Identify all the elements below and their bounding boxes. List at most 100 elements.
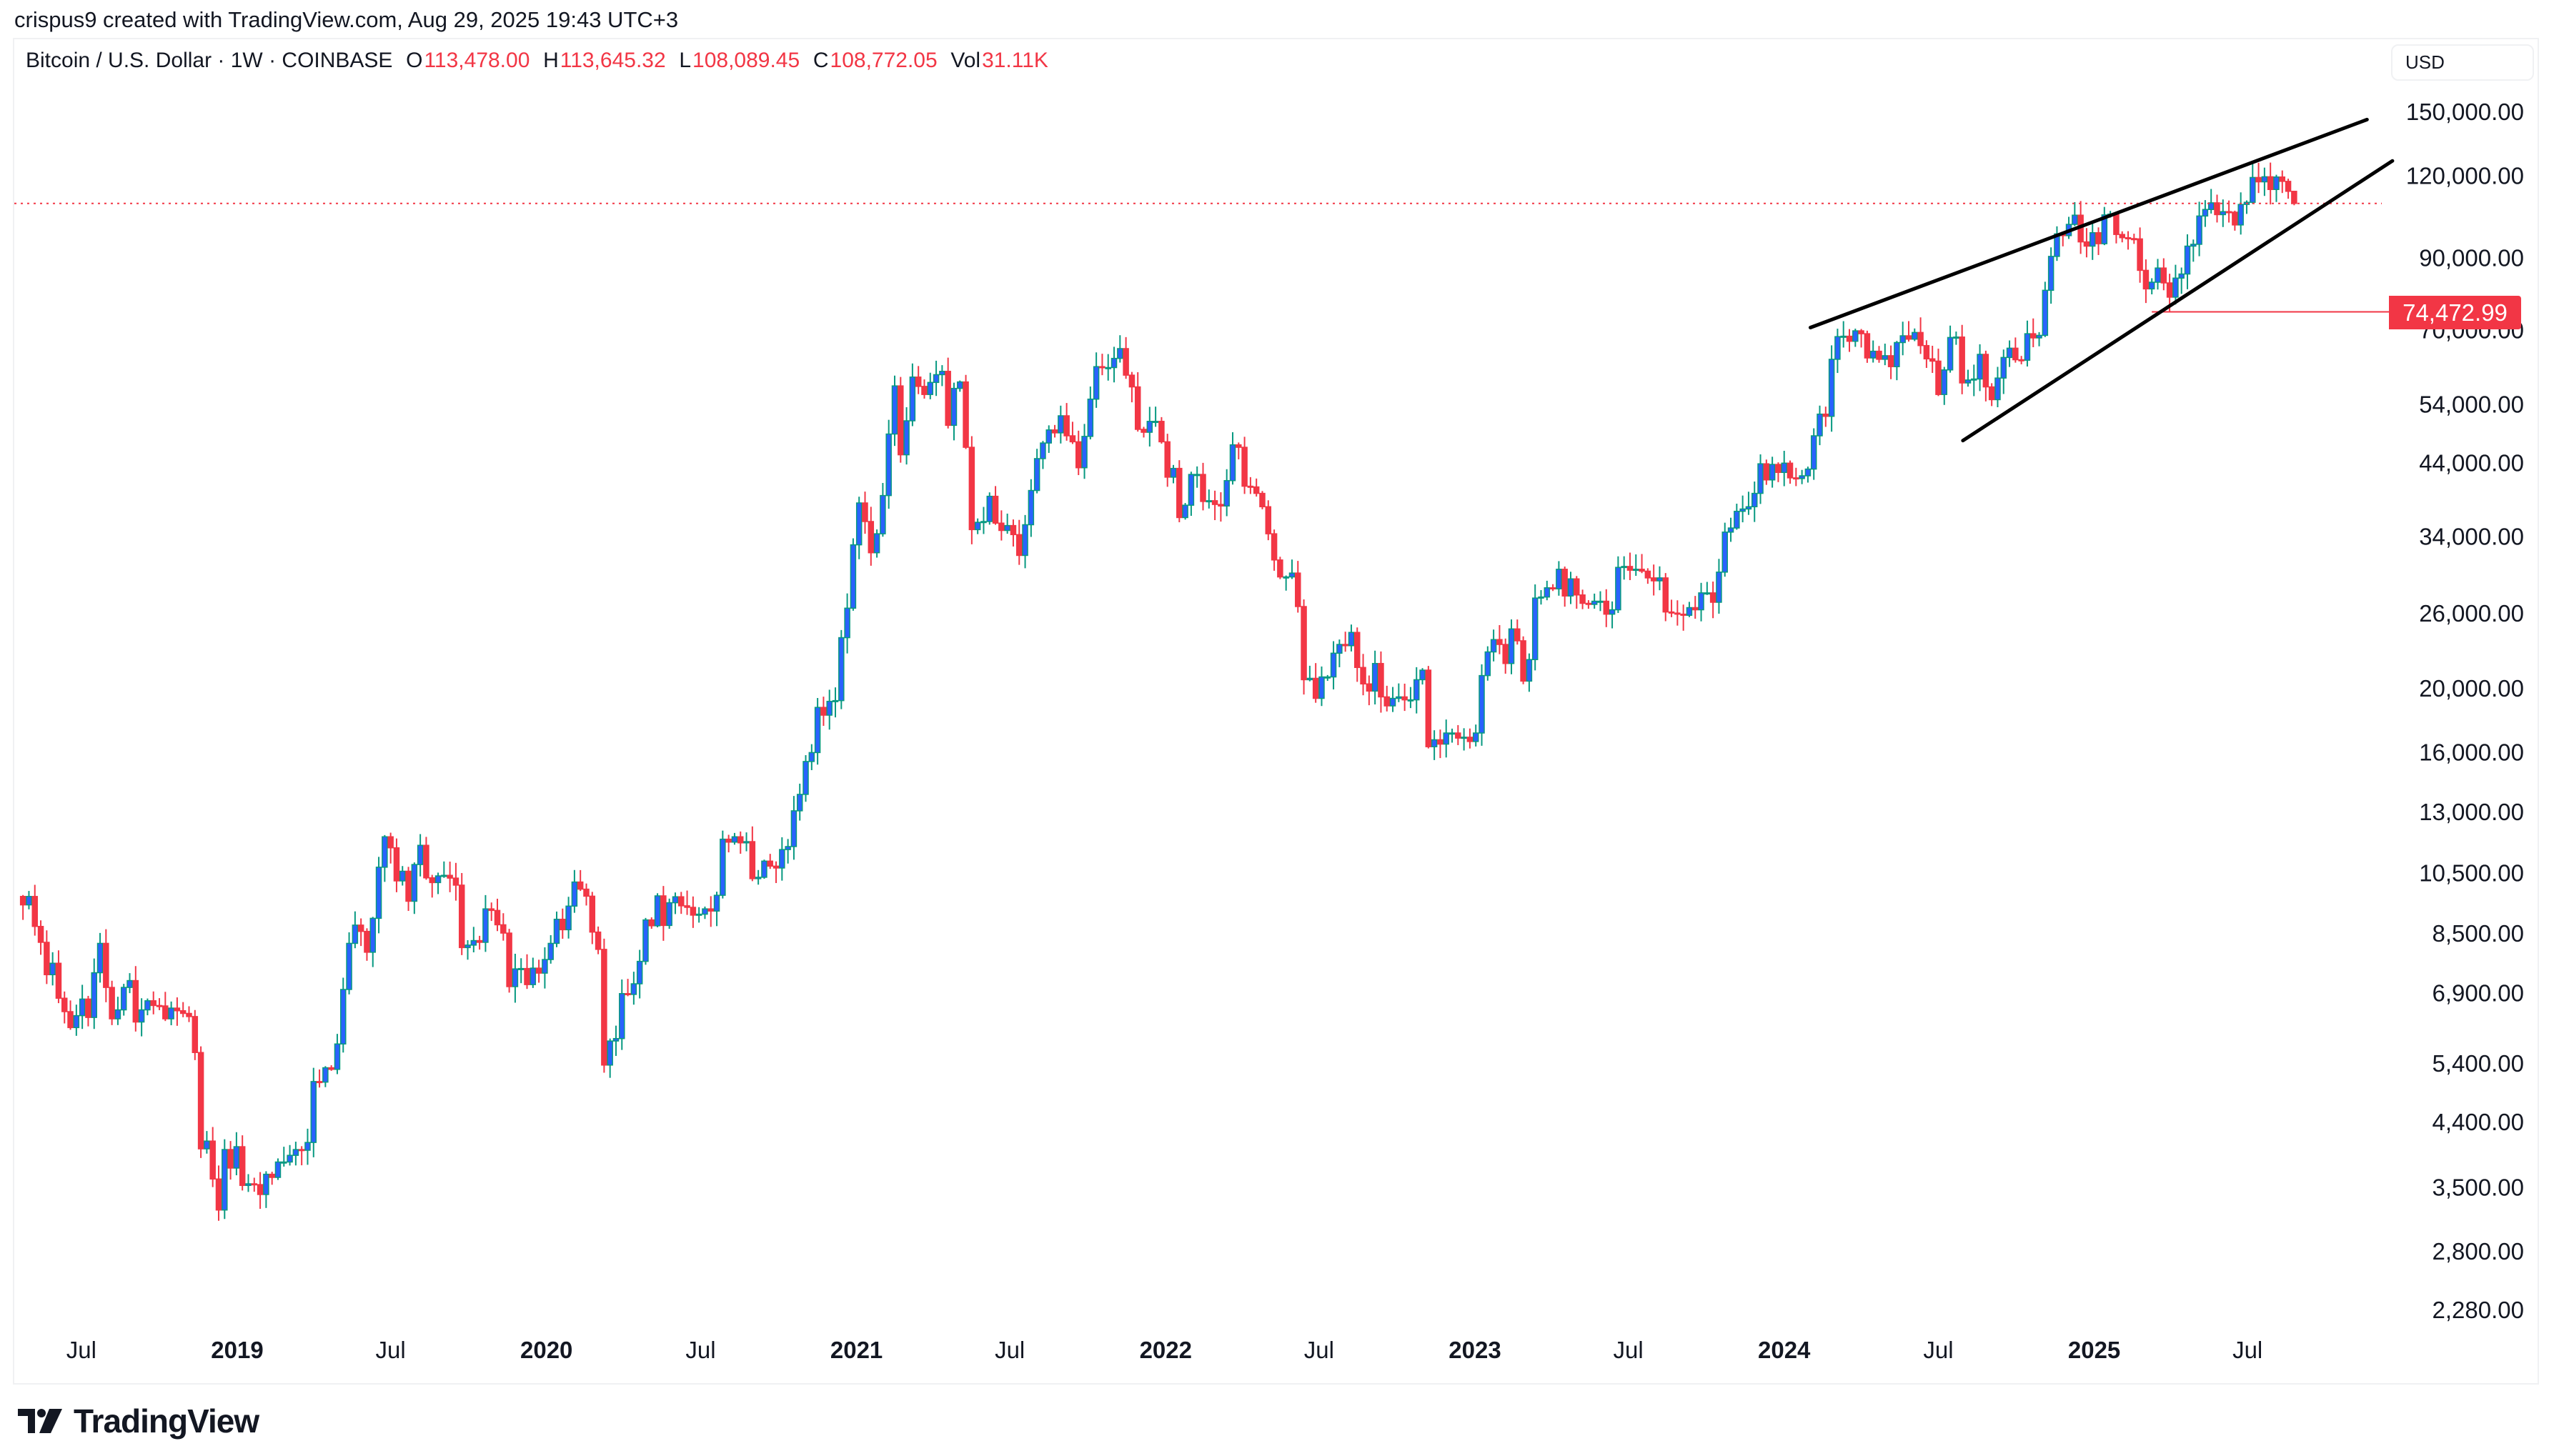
candle (1971, 364, 1977, 397)
candle-body (150, 1000, 156, 1007)
candle-body (1318, 676, 1325, 699)
candle-body (2095, 231, 2102, 244)
candle (494, 898, 501, 932)
candle (1882, 343, 1889, 366)
candle-body (1295, 572, 1301, 607)
candle-body (612, 1037, 620, 1042)
candle (1063, 403, 1070, 441)
candle-body (179, 1010, 187, 1014)
candle (560, 908, 566, 939)
candle-body (174, 1007, 181, 1012)
candle-body (441, 874, 447, 877)
candle (328, 1065, 334, 1071)
candle (1170, 464, 1177, 484)
candle (1905, 321, 1912, 342)
candle (2101, 206, 2108, 246)
candle-body (1917, 331, 1924, 346)
candle-body (785, 846, 791, 850)
candle (1603, 589, 1610, 627)
candle (1899, 321, 1906, 356)
candle-body (464, 944, 471, 949)
candle (1668, 599, 1675, 617)
candle-body (1389, 697, 1396, 707)
candle-body (1069, 435, 1076, 443)
candle-body (1531, 597, 1539, 660)
candle-body (838, 637, 845, 702)
candle-body (1265, 506, 1272, 534)
time-tick-label: 2022 (1140, 1337, 1192, 1363)
time-tick-label: Jul (66, 1337, 96, 1363)
candle-body (1330, 652, 1337, 678)
candle-body (1188, 474, 1195, 506)
candle-body (1472, 732, 1479, 742)
candle (873, 529, 880, 558)
currency-button[interactable]: USD (2391, 44, 2534, 81)
candle (1763, 459, 1770, 485)
candle-body (458, 884, 465, 949)
candle-body (1200, 474, 1206, 502)
candle (2018, 356, 2024, 364)
candle-body (1526, 659, 1533, 682)
candle (1182, 503, 1188, 520)
candle (1917, 317, 1924, 354)
candle (678, 892, 685, 914)
candle (672, 892, 679, 914)
candle-body (2006, 347, 2013, 359)
candle (132, 966, 139, 1032)
candle-body (1051, 429, 1058, 434)
candle-body (974, 522, 981, 531)
candle-body (885, 433, 892, 497)
candle-body (1117, 348, 1123, 359)
price-tick-label: 13,000.00 (2419, 799, 2524, 825)
candle (2148, 278, 2155, 294)
tradingview-logo[interactable]: TradingView (18, 1402, 259, 1440)
candle-body (725, 838, 732, 843)
candle-body (109, 987, 115, 1019)
candle (1200, 462, 1206, 511)
candle (1396, 683, 1402, 702)
chart-pane[interactable] (13, 38, 2539, 1385)
price-tick-label: 20,000.00 (2419, 675, 2524, 702)
candle-body (1241, 447, 1248, 487)
candle-body (1466, 737, 1474, 742)
candle-body (1253, 486, 1260, 494)
candle (2255, 162, 2262, 194)
candle-body (749, 841, 756, 879)
candle-body (2024, 333, 2031, 361)
price-tick-label: 26,000.00 (2419, 600, 2524, 627)
candle (1306, 665, 1313, 682)
candle-body (2237, 204, 2244, 226)
candle (1188, 472, 1195, 517)
candle (1953, 331, 1959, 345)
candle-body (429, 877, 435, 884)
candle-body (1271, 533, 1278, 561)
candle (1639, 554, 1645, 574)
candle (1236, 442, 1242, 459)
candle-body (1887, 355, 1894, 367)
candle (1621, 556, 1627, 580)
candle-body (1852, 330, 1859, 342)
candle (1206, 489, 1213, 509)
candle-body (1959, 336, 1965, 384)
candle-body (589, 895, 596, 933)
candle (1336, 639, 1343, 667)
candle-body (322, 1067, 329, 1083)
candle (2196, 201, 2202, 256)
candle-body (1206, 500, 1213, 503)
candle-body (1846, 335, 1853, 342)
candle (2178, 267, 2185, 294)
candle (790, 796, 797, 860)
candle (779, 837, 785, 881)
candle-body (2155, 267, 2161, 283)
candle (1941, 367, 1948, 405)
candle-body (1662, 577, 1669, 613)
candle-body (1544, 587, 1551, 598)
candle-body (239, 1146, 246, 1187)
candle (239, 1135, 246, 1191)
candle-body (1461, 737, 1467, 739)
candle-body (1033, 458, 1040, 492)
candle (1110, 346, 1118, 383)
candle-body (1869, 350, 1877, 359)
candle (1383, 685, 1390, 712)
